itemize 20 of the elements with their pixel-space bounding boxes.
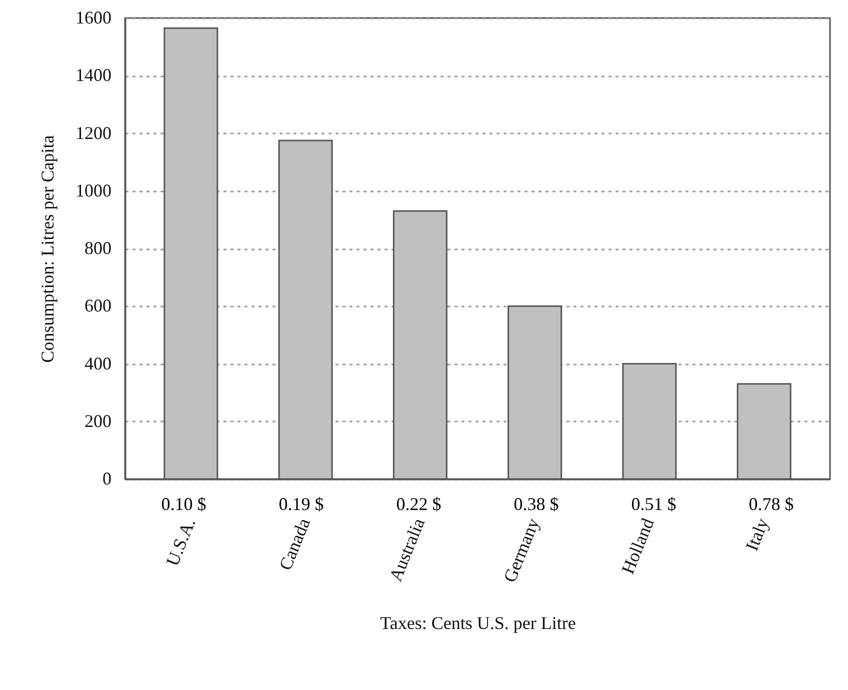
x-tick-label: Canada — [275, 515, 314, 573]
y-tick-label: 800 — [84, 238, 112, 258]
y-tick-label: 600 — [84, 296, 112, 316]
x-tick-label: Italy — [742, 515, 772, 554]
text: 0.38 $ — [514, 494, 559, 514]
y-tick-label: 1000 — [76, 180, 112, 200]
text: 0.19 $ — [278, 494, 324, 514]
text: 0.22 $ — [396, 494, 442, 514]
y-axis-title: Consumption: Litres per Capita — [38, 135, 58, 363]
text: 0.51 $ — [631, 494, 676, 514]
y-tick-label: 200 — [84, 410, 112, 431]
y-tick-label: 0 — [102, 468, 112, 488]
x-axis-title: Taxes: Cents U.S. per Litre — [380, 612, 576, 633]
y-tick-label: 1200 — [76, 122, 112, 143]
y-tick-label: 400 — [84, 353, 112, 374]
text: 0.10 $ — [161, 494, 206, 514]
text: 0.78 $ — [748, 494, 794, 514]
y-tick-label: 1400 — [76, 65, 112, 86]
x-tick-label: U.S.A. — [162, 515, 200, 569]
y-tick-label: 1600 — [76, 8, 112, 28]
